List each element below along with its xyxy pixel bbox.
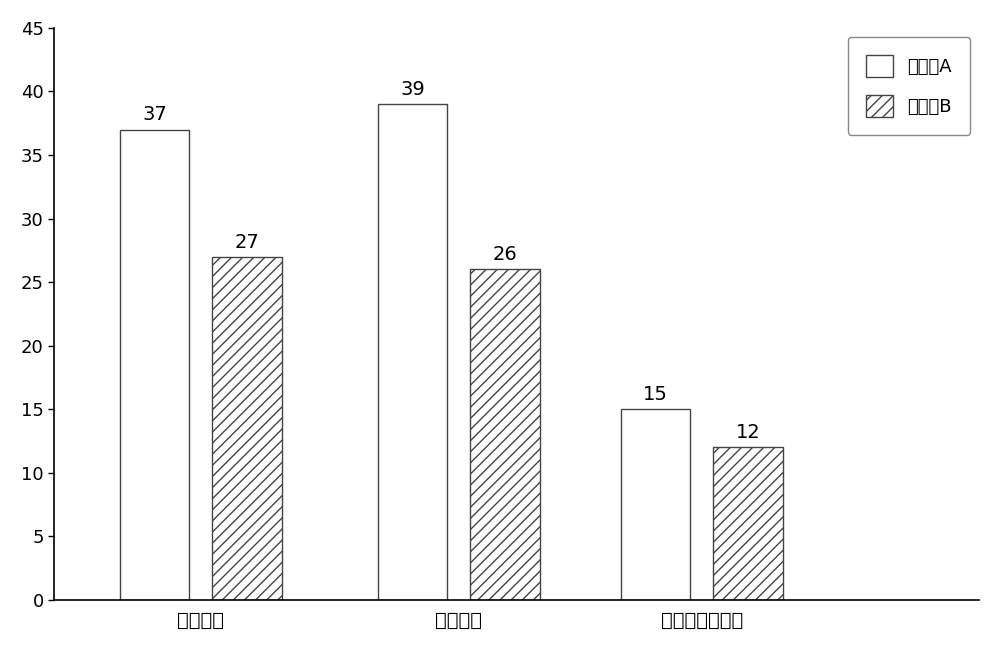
- Legend: 实验组A, 实验组B: 实验组A, 实验组B: [848, 37, 970, 135]
- Text: 26: 26: [493, 245, 518, 264]
- Bar: [621, 409, 690, 600]
- Bar: [120, 130, 189, 600]
- Bar: [713, 447, 783, 600]
- Bar: [212, 256, 282, 600]
- Bar: [378, 104, 447, 600]
- Text: 12: 12: [736, 423, 760, 443]
- Text: 27: 27: [235, 232, 259, 252]
- Text: 15: 15: [643, 385, 668, 404]
- Text: 37: 37: [142, 105, 167, 124]
- Bar: [470, 270, 540, 600]
- Text: 39: 39: [400, 80, 425, 99]
